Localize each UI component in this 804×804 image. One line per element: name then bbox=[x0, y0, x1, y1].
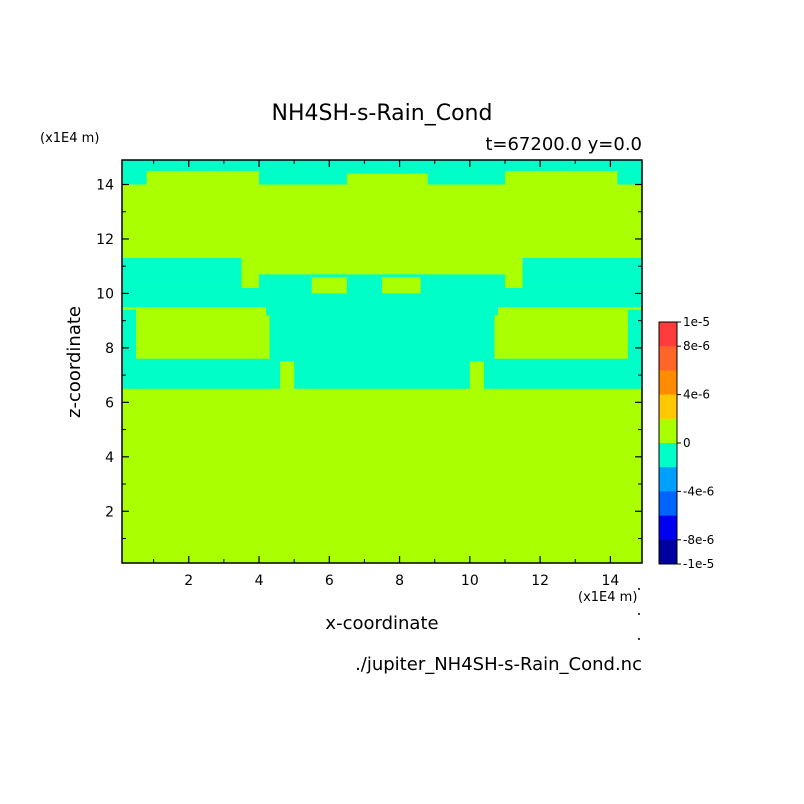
heatmap-region-zero bbox=[497, 307, 625, 357]
heatmap-field bbox=[122, 160, 642, 563]
heatmap-region-negative bbox=[522, 258, 642, 288]
y-tick-label: 12 bbox=[96, 232, 114, 248]
heatmap-region-negative bbox=[122, 287, 260, 308]
x-tick-label: 4 bbox=[255, 573, 264, 589]
heatmap-region-negative bbox=[122, 309, 137, 362]
colorbar-swatch bbox=[659, 515, 677, 541]
y-tick-label: 8 bbox=[105, 341, 114, 357]
marker-dot bbox=[638, 588, 640, 590]
x-tick-label: 6 bbox=[325, 573, 334, 589]
colorbar-swatch bbox=[659, 467, 677, 492]
heatmap-region-negative bbox=[122, 358, 281, 389]
x-axis-label: x-coordinate bbox=[325, 613, 438, 634]
colorbar-label: -8e-6 bbox=[683, 533, 714, 547]
colorbar-swatch bbox=[659, 322, 677, 347]
x-tick-label: 2 bbox=[184, 573, 193, 589]
y-tick-label: 10 bbox=[96, 286, 114, 302]
colorbar-label: -1e-5 bbox=[683, 557, 714, 571]
x-tick-label: 8 bbox=[395, 573, 404, 589]
heatmap-region-zero bbox=[346, 173, 428, 185]
heatmap-region-zero bbox=[382, 277, 421, 294]
colorbar-label: 0 bbox=[683, 436, 691, 450]
heatmap-region-negative bbox=[294, 358, 470, 389]
chart-title: NH4SH-s-Rain_Cond bbox=[272, 101, 493, 126]
colorbar-swatch bbox=[659, 443, 677, 468]
colorbar-swatch bbox=[659, 491, 677, 517]
colorbar-swatch bbox=[659, 370, 677, 396]
colorbar-swatch bbox=[659, 394, 677, 420]
x-tick-label: 10 bbox=[461, 573, 479, 589]
footer-filename: ./jupiter_NH4SH-s-Rain_Cond.nc bbox=[355, 654, 642, 675]
x-tick-label: 14 bbox=[601, 573, 619, 589]
colorbar-swatch bbox=[659, 539, 677, 565]
colorbar-label: 1e-5 bbox=[683, 315, 710, 329]
heatmap-region-negative bbox=[627, 309, 642, 362]
colorbar-label: 8e-6 bbox=[683, 339, 710, 353]
heatmap-region-negative bbox=[269, 312, 495, 362]
y-axis-ticks: 2 4 6 8 10 12 14 bbox=[96, 178, 642, 539]
y-tick-label: 14 bbox=[96, 178, 114, 194]
colorbar-swatch bbox=[659, 346, 677, 371]
heatmap-region-zero bbox=[504, 170, 618, 185]
marker-dot bbox=[638, 638, 640, 640]
x-tick-label: 12 bbox=[531, 573, 549, 589]
y-tick-label: 4 bbox=[105, 450, 114, 466]
heatmap-region-negative bbox=[483, 358, 642, 389]
x-unit-label: (x1E4 m) bbox=[578, 590, 637, 605]
marker-dot bbox=[638, 613, 640, 615]
colorbar-label: -4e-6 bbox=[683, 484, 714, 498]
y-tick-label: 2 bbox=[105, 504, 114, 520]
colorbar-label: 4e-6 bbox=[683, 388, 710, 402]
heatmap-region-zero bbox=[146, 170, 260, 185]
x-axis-ticks: 2 4 6 8 10 12 14 bbox=[153, 160, 619, 589]
plot-frame bbox=[121, 159, 643, 564]
heatmap-region-negative bbox=[122, 258, 242, 288]
colorbar: 1e-5 8e-6 4e-6 0 -4e-6 -8e-6 -1e-5 bbox=[658, 315, 714, 571]
chart-subtitle: t=67200.0 y=0.0 bbox=[485, 134, 642, 155]
y-unit-label: (x1E4 m) bbox=[40, 131, 99, 146]
y-axis-label: z-coordinate bbox=[64, 306, 85, 418]
heatmap-region-zero bbox=[311, 277, 347, 294]
y-tick-label: 6 bbox=[105, 395, 114, 411]
heatmap-region-negative bbox=[504, 287, 642, 308]
colorbar-swatch bbox=[659, 418, 677, 444]
heatmap-region-zero bbox=[139, 307, 267, 357]
